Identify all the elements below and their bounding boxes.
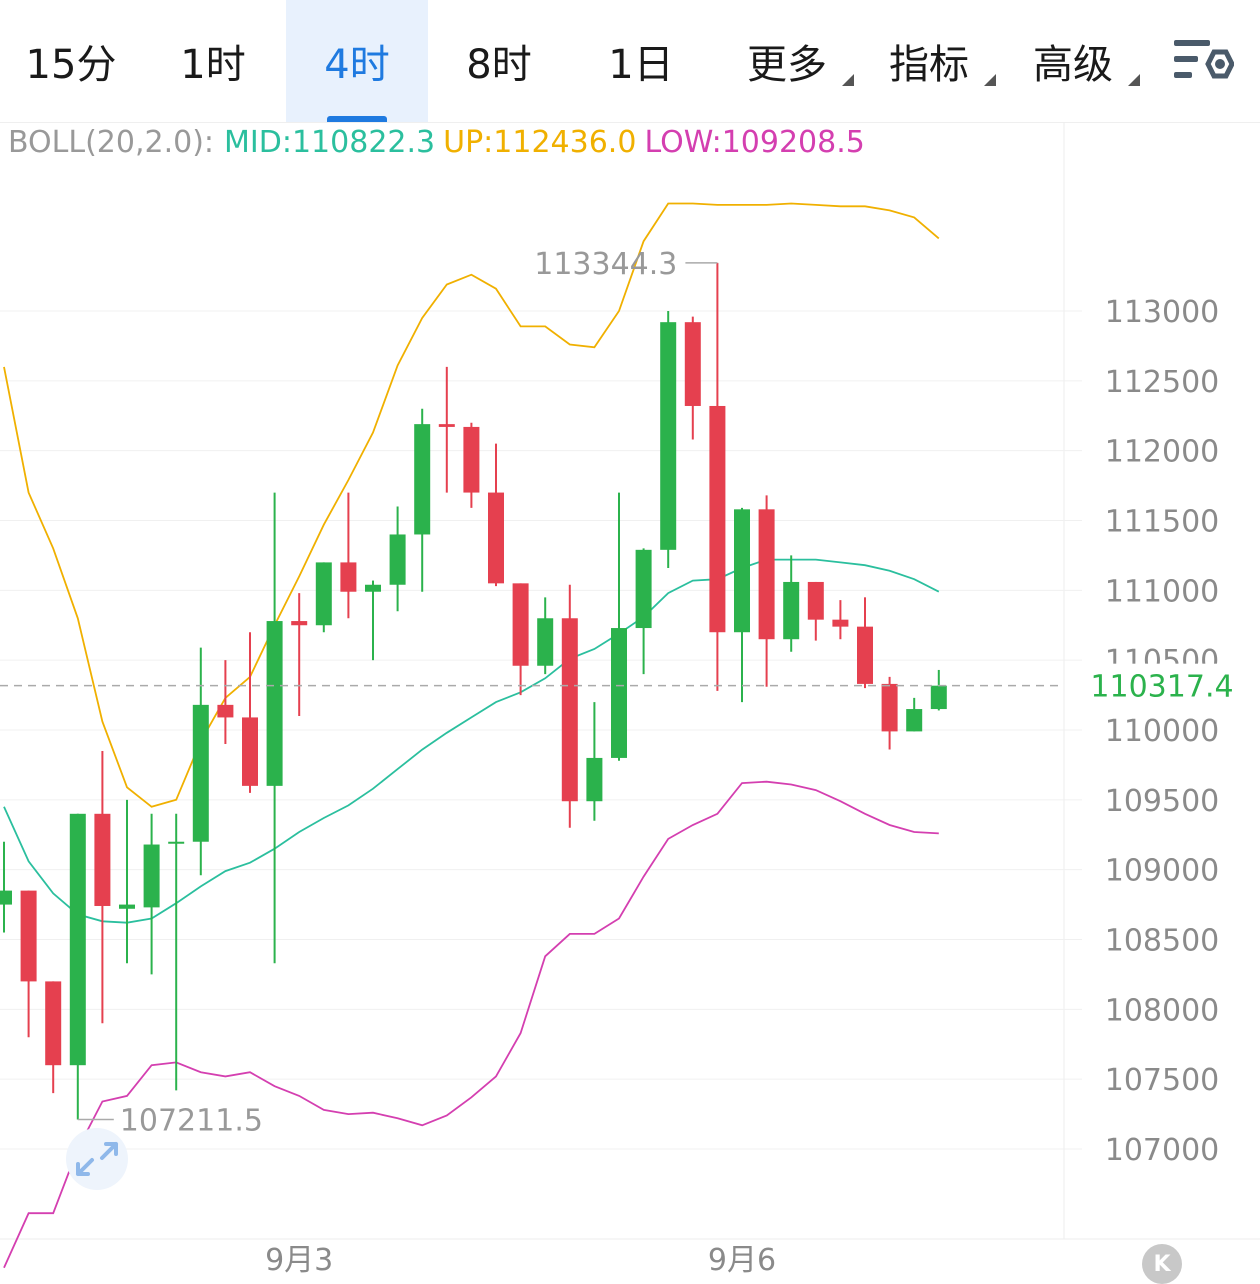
tab-indicators[interactable]: 指标 (858, 0, 1000, 122)
candle-body (463, 426, 480, 493)
candle-body (758, 509, 775, 640)
expand-icon[interactable] (66, 1128, 128, 1190)
tab-more[interactable]: 更多 (716, 0, 858, 122)
candle-body (734, 509, 750, 633)
boll-upper-band-line (3, 202, 940, 808)
chart-settings-icon[interactable] (1174, 38, 1235, 90)
boll-indicator-legend: BOLL(20,2.0): MID:110822.3 UP:112436.0 LOW:… (8, 125, 873, 160)
candle-body (512, 583, 529, 666)
candle-body (389, 534, 406, 585)
tab-label: 4时 (324, 42, 390, 88)
candle-body (192, 704, 209, 842)
tab-label: 8时 (466, 42, 532, 88)
y-tick-label: 108500 (1105, 924, 1220, 959)
candle-body (930, 685, 947, 710)
candle-body (414, 424, 431, 535)
dropdown-caret-icon (1128, 74, 1140, 86)
candle-body (143, 844, 160, 908)
y-tick-label: 113000 (1105, 295, 1220, 330)
tab-label: 指标 (889, 42, 969, 88)
dropdown-caret-icon (842, 74, 854, 86)
candle-body (709, 405, 726, 633)
candle-body (242, 717, 258, 786)
y-tick-label: 110000 (1105, 714, 1220, 749)
candle-body (635, 549, 652, 629)
candle-body (266, 621, 283, 786)
x-tick-label: 9月3 (265, 1243, 333, 1278)
candle-body (611, 628, 627, 758)
candle-body (438, 424, 455, 427)
candle-body (0, 890, 12, 905)
candle-body (315, 562, 332, 626)
candle-body (684, 322, 701, 406)
y-tick-label: 109000 (1105, 854, 1220, 889)
boll-mid-line (3, 558, 940, 924)
tab-15min[interactable]: 15分 (0, 0, 142, 122)
candle-body (168, 841, 185, 844)
candle-body (881, 683, 898, 732)
candlestick-chart[interactable]: 1130001125001120001115001110001105001100… (0, 122, 1260, 1283)
candle-body (906, 709, 923, 732)
y-tick-label: 108000 (1105, 993, 1220, 1028)
y-tick-label: 112000 (1105, 435, 1220, 470)
candle-body (20, 890, 37, 982)
candle-body (94, 813, 111, 906)
tab-4h[interactable]: 4时 (286, 0, 428, 122)
boll-mid-value: MID:110822.3 (224, 125, 436, 160)
candle-body (340, 562, 357, 592)
active-tab-indicator (327, 116, 387, 122)
candle-body (857, 626, 873, 684)
candle-body (783, 581, 800, 640)
candle-body (561, 618, 578, 802)
candle-body (217, 704, 234, 718)
current-price-tag-bg (1066, 663, 1260, 708)
candle-body (807, 581, 824, 620)
candle-body (832, 619, 849, 627)
low-price-label: 107211.5 (120, 1103, 263, 1138)
y-tick-label: 107000 (1105, 1133, 1220, 1168)
tab-label: 1日 (608, 42, 674, 88)
timeframe-tab-bar: 15分 1时 4时 8时 1日 更多 指标 高级 (0, 0, 1260, 123)
candle-body (365, 584, 381, 592)
current-price-label: 110317.4 (1090, 670, 1233, 705)
boll-low-value: LOW:109208.5 (644, 125, 865, 160)
tab-1h[interactable]: 1时 (142, 0, 284, 122)
y-tick-label: 109500 (1105, 784, 1220, 819)
dropdown-caret-icon (984, 74, 996, 86)
kline-icon[interactable]: K (1142, 1244, 1182, 1284)
boll-label: BOLL(20,2.0): (8, 125, 215, 160)
candle-body (45, 981, 62, 1066)
tab-label: 更多 (747, 42, 827, 88)
candle-body (660, 322, 677, 550)
boll-up-value: UP:112436.0 (443, 125, 637, 160)
tab-advanced[interactable]: 高级 (1002, 0, 1144, 122)
y-tick-label: 111500 (1105, 505, 1220, 540)
tab-1d[interactable]: 1日 (570, 0, 712, 122)
candle-body (291, 621, 308, 626)
candle-body (537, 618, 554, 666)
candle-body (119, 904, 135, 909)
boll-lower-band-line (3, 780, 939, 1269)
candle-body (488, 492, 504, 584)
tab-label: 高级 (1033, 42, 1113, 88)
tab-label: 1时 (180, 42, 246, 88)
candle-body (69, 813, 86, 1066)
y-tick-label: 112500 (1105, 365, 1220, 400)
tab-label: 15分 (25, 42, 117, 88)
tab-8h[interactable]: 8时 (428, 0, 570, 122)
high-price-label: 113344.3 (534, 247, 677, 282)
candle-body (586, 757, 603, 802)
y-tick-label: 107500 (1105, 1063, 1220, 1098)
y-tick-label: 111000 (1105, 574, 1220, 609)
x-tick-label: 9月6 (708, 1243, 776, 1278)
